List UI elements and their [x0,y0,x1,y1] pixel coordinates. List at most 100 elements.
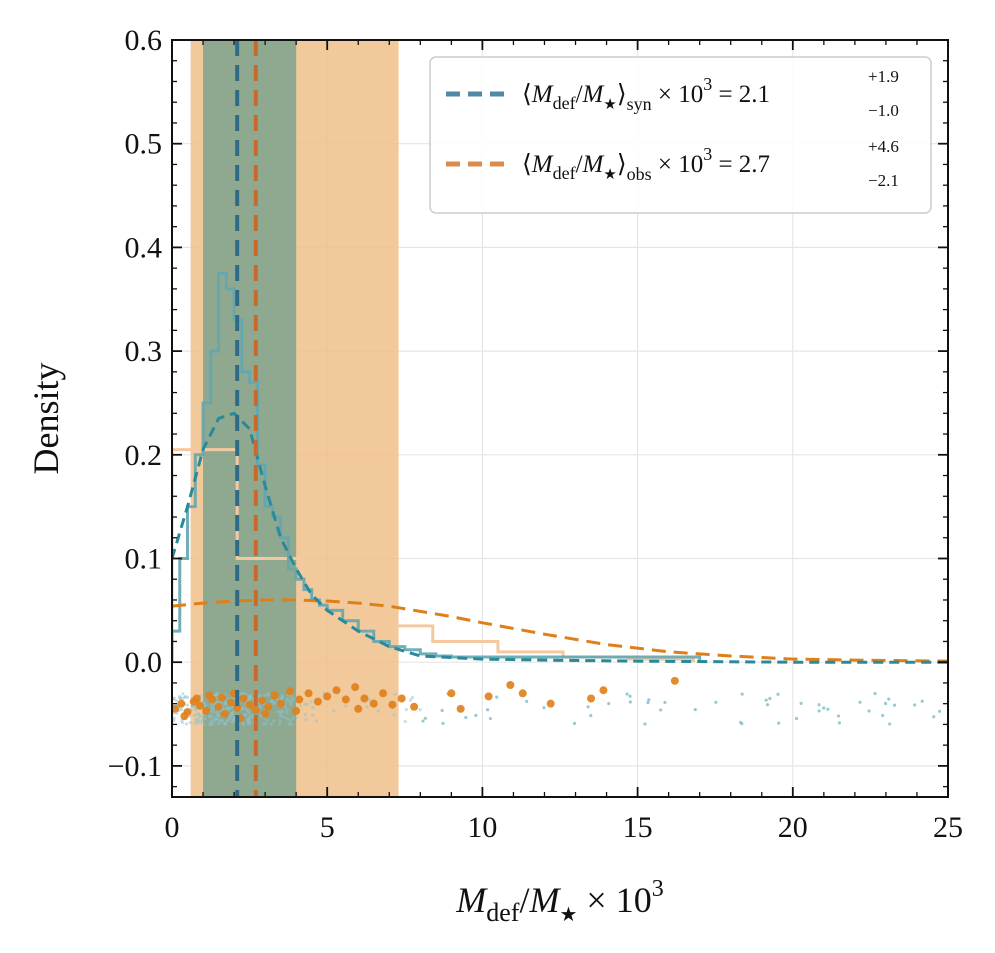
syn-scatter-point [421,719,425,723]
syn-scatter-point [246,720,250,724]
syn-scatter-point [403,719,407,724]
syn-scatter-point [440,708,444,713]
syn-scatter-point [277,710,281,714]
syn-scatter-point [295,715,299,719]
syn-kde-curve [172,411,948,664]
y-tick-label: 0.4 [125,231,163,264]
syn-scatter-point [246,717,250,721]
syn-scatter-point [408,698,413,702]
syn-scatter-point [441,721,445,725]
syn-scatter-point [314,719,319,723]
x-axis-title: Mdef/M★ × 103 [455,876,663,927]
syn-scatter-point [220,719,224,723]
y-axis-title: Density [26,363,66,475]
syn-scatter-point [272,719,276,723]
syn-scatter-point [280,709,284,714]
y-tick-label: 0.1 [125,542,163,575]
syn-scatter-point [223,701,227,706]
syn-scatter-point [172,716,176,720]
syn-scatter-point [873,691,877,696]
obs-scatter-point [261,710,270,719]
obs-scatter-point [292,706,301,715]
syn-scatter-point [714,700,718,704]
syn-scatter-point [768,696,772,701]
syn-scatter-point [179,708,184,712]
syn-scatter-point [920,699,924,703]
syn-scatter-point [291,716,295,720]
syn-scatter-point [232,715,236,720]
obs-scatter-point [205,691,214,700]
obs-scatter-point [456,704,465,713]
syn-scatter-point [186,695,190,699]
syn-scatter-point [198,713,202,717]
syn-scatter-point [764,698,768,702]
syn-scatter-point [365,705,369,709]
syn-scatter-point [174,699,179,703]
syn-scatter-point [204,703,208,707]
syn-scatter-point [393,692,397,696]
syn-scatter-point [212,719,216,723]
syn-scatter-point [410,696,414,700]
syn-scatter-point [799,701,803,705]
legend-sup-obs: +4.6 [868,137,899,156]
syn-scatter-point [285,716,290,721]
syn-scatter-point [423,716,427,720]
obs-scatter-point [195,701,204,710]
syn-scatter-point [208,715,212,719]
median-lines [235,40,258,797]
syn-scatter-point [224,722,228,726]
syn-scatter-point [937,709,942,713]
syn-scatter-point [368,698,372,702]
syn-scatter-point [203,716,207,721]
syn-scatter-point [404,707,408,712]
syn-scatter-point [200,699,205,703]
syn-scatter-point [200,718,204,723]
syn-scatter-point [488,716,493,721]
syn-scatter-point [226,707,230,711]
syn-scatter-point [344,704,348,708]
syn-scatter-point [643,722,647,726]
syn-scatter-point [887,697,891,701]
syn-scatter-point [292,697,297,701]
syn-scatter-point [287,722,291,726]
legend-box [429,56,932,214]
syn-scatter-point [285,708,289,712]
obs-scatter-point [177,699,186,708]
syn-scatter-point [228,716,232,720]
legend-label-syn: ⟨Mdef/M★⟩syn × 103 = 2.1 [522,74,770,114]
syn-scatter-point [485,708,490,712]
obs-scatter-point [354,704,363,713]
syn-scatter-point [183,695,187,700]
syn-scatter-point [542,706,546,710]
syn-scatter-point [248,714,252,719]
syn-scatter-point [289,695,293,699]
syn-scatter-point [181,692,185,696]
syn-scatter-point [822,706,826,710]
y-tick-label: 0.2 [125,439,163,472]
syn-scatter-point [817,703,821,707]
syn-scatter-point [607,701,611,706]
legend-entry-syn: ⟨Mdef/M★⟩syn × 103 = 2.1 +1.9 −1.0 [446,67,899,120]
syn-scatter-point [184,722,189,726]
syn-scatter-point [248,694,253,698]
syn-histogram [172,271,702,663]
syn-scatter-point [881,713,885,718]
syn-scatter-point [211,710,216,714]
syn-scatter-point [281,715,286,719]
legend-label-obs: ⟨Mdef/M★⟩obs × 103 = 2.7 [522,144,770,184]
syn-scatter-point [663,700,667,705]
syn-scatter-point [392,713,396,717]
obs-scatter-point [351,683,360,692]
obs-scatter-point [304,689,313,698]
syn-scatter-point [858,700,862,704]
obs-scatter-point [332,686,341,695]
syn-scatter-point [246,709,250,713]
obs-scatter-point [397,694,406,703]
y-tick-label: 0.0 [125,646,163,679]
y-tick-label: 0.5 [125,128,163,161]
syn-scatter-point [659,708,663,712]
syn-scatter-point [194,717,198,722]
y-tick-label: 0.3 [125,335,163,368]
syn-scatter-point [285,697,289,701]
syn-scatter-point [240,721,244,725]
